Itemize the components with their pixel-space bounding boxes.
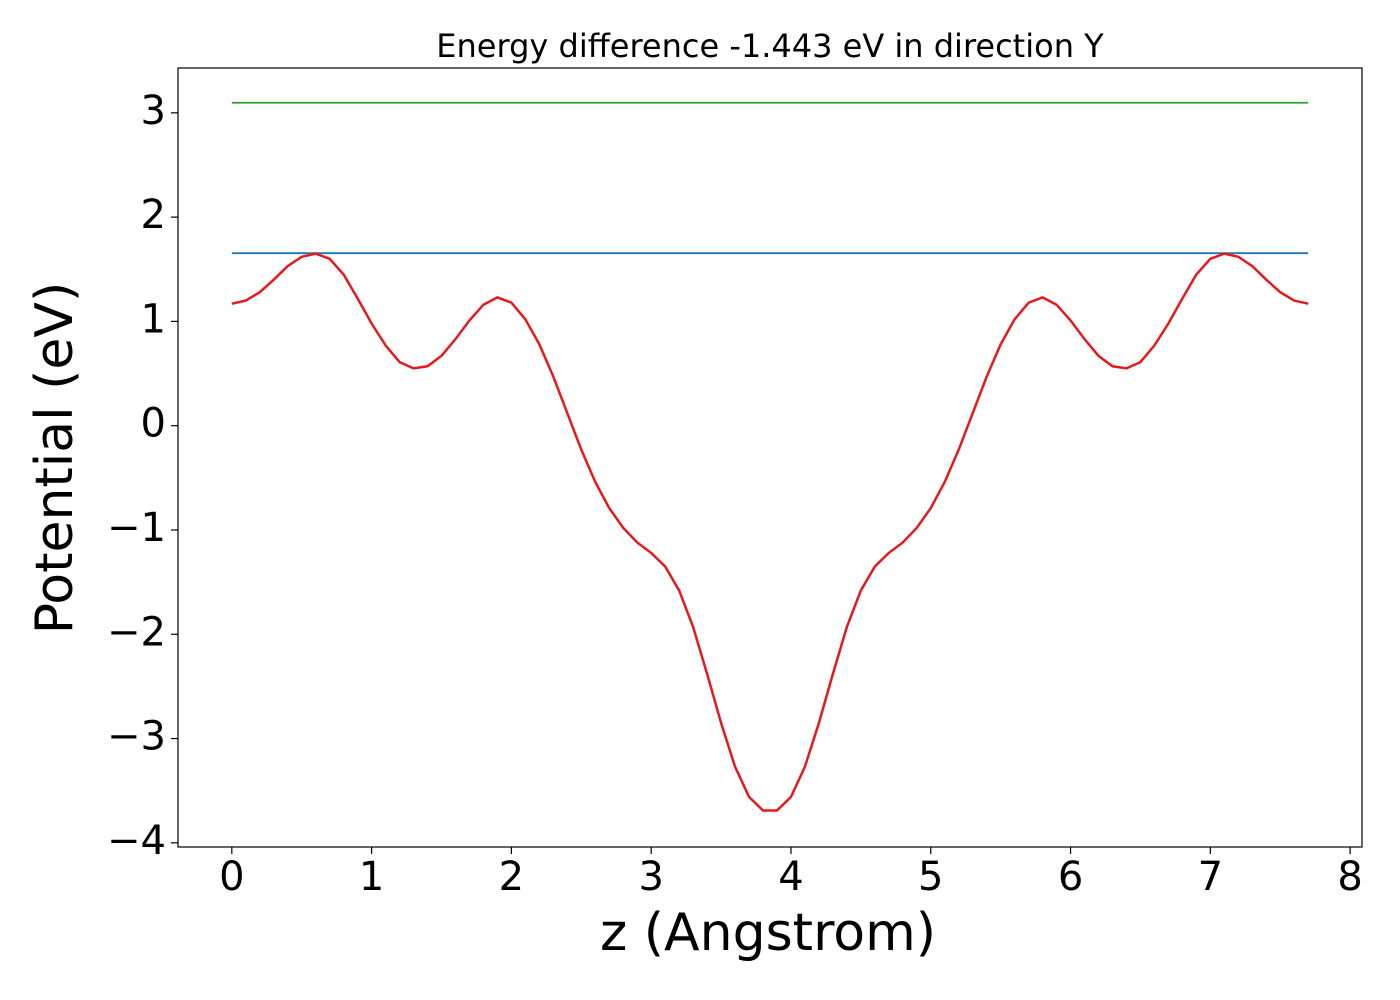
x-tick-label: 6 (1058, 854, 1083, 900)
x-tick-label: 2 (499, 854, 524, 900)
y-tick-label: −1 (107, 505, 166, 551)
x-tick-label: 8 (1337, 854, 1362, 900)
x-tick-label: 5 (918, 854, 943, 900)
plot-frame (177, 67, 1363, 848)
x-tick-label: 7 (1198, 854, 1223, 900)
chart-title: Energy difference -1.443 eV in direction… (436, 27, 1104, 65)
x-tick-label: 3 (638, 854, 663, 900)
x-tick-label: 1 (359, 854, 384, 900)
x-tick-label: 4 (778, 854, 803, 900)
series-line (231, 252, 1309, 812)
y-tick-label: −3 (107, 714, 166, 760)
y-tick-label: −2 (107, 609, 166, 655)
x-axis-label: z (Angstrom) (600, 903, 936, 963)
x-tick-label: 0 (219, 854, 244, 900)
y-tick-label: 2 (141, 192, 166, 238)
y-tick-label: 1 (141, 296, 166, 342)
y-tick-label: 3 (141, 88, 166, 134)
y-axis-label: Potential (eV) (25, 282, 85, 634)
y-tick-label: 0 (141, 401, 166, 447)
y-tick-label: −4 (107, 818, 166, 864)
